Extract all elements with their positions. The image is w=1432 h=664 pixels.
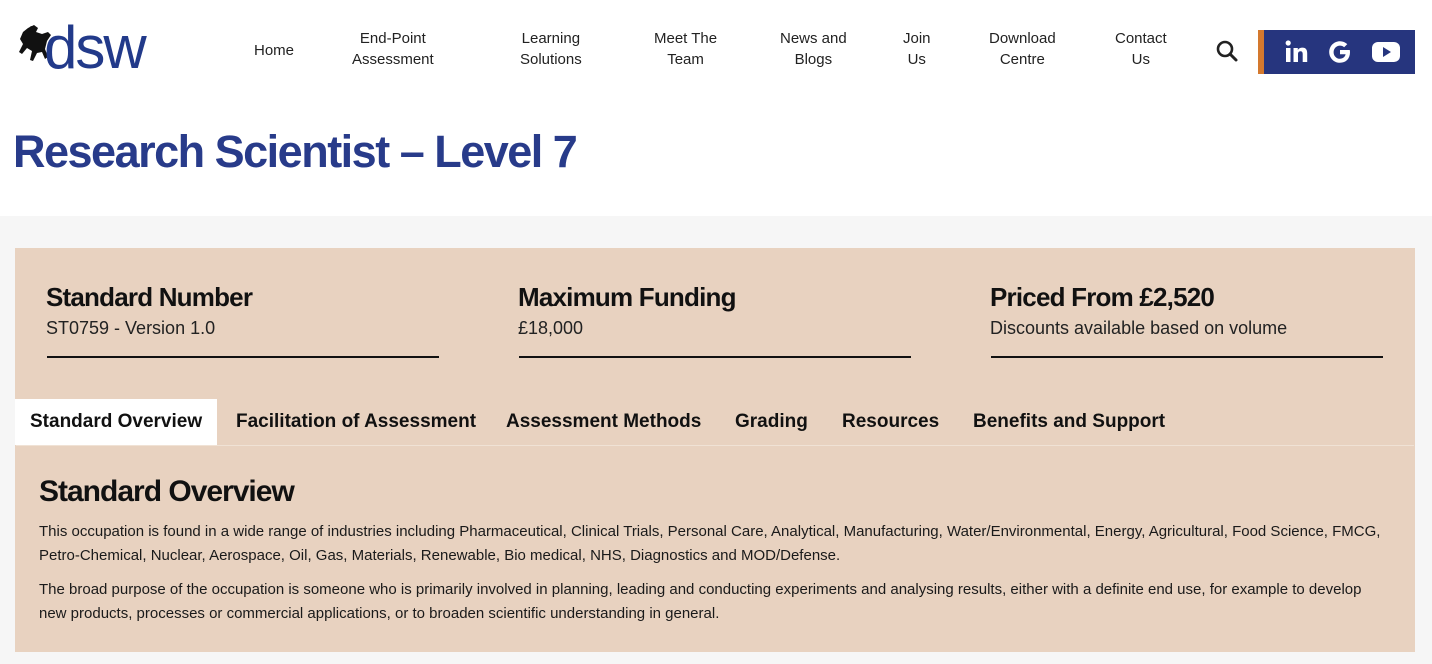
nav-learning-solutions[interactable]: Learning Solutions (520, 30, 582, 68)
tab-standard-overview[interactable]: Standard Overview (15, 399, 218, 445)
youtube-icon[interactable] (1370, 38, 1402, 66)
fact-label: Maximum Funding (518, 282, 736, 312)
fact-label: Priced From £2,520 (990, 282, 1215, 312)
fact-label: Standard Number (46, 282, 253, 312)
site-header: dsw Home End-Point Assessment Learning S… (0, 0, 1432, 100)
tab-resources[interactable]: Resources (842, 411, 940, 432)
fact-priced-from: Priced From £2,520 Discounts available b… (990, 280, 1384, 340)
tab-bar: Standard Overview Facilitation of Assess… (15, 399, 1415, 445)
section-heading: Standard Overview (39, 475, 295, 508)
fact-standard-number: Standard Number ST0759 - Version 1.0 (46, 280, 440, 340)
divider (519, 356, 911, 358)
tab-facilitation-of-assessment[interactable]: Facilitation of Assessment (236, 411, 477, 432)
google-icon[interactable] (1326, 38, 1354, 66)
social-links (1258, 30, 1415, 74)
divider (991, 356, 1383, 358)
linkedin-icon[interactable] (1284, 38, 1310, 66)
nav-home[interactable]: Home (254, 42, 295, 59)
tab-benefits-and-support[interactable]: Benefits and Support (973, 411, 1166, 432)
page-title: Research Scientist – Level 7 (13, 126, 578, 177)
fact-value: £18,000 (518, 318, 584, 338)
tab-assessment-methods[interactable]: Assessment Methods (506, 411, 702, 432)
fact-value: ST0759 - Version 1.0 (46, 318, 216, 338)
fact-value: Discounts available based on volume (990, 318, 1288, 338)
nav-news-and-blogs[interactable]: News and Blogs (780, 30, 847, 68)
nav-meet-the-team[interactable]: Meet The Team (654, 30, 718, 68)
dsw-logo[interactable]: dsw (14, 18, 147, 78)
fact-maximum-funding: Maximum Funding £18,000 (518, 280, 912, 340)
logo-wordmark: dsw (44, 14, 147, 81)
overview-paragraph: This occupation is found in a wide range… (39, 523, 1381, 564)
divider (47, 356, 439, 358)
tab-grading[interactable]: Grading (735, 411, 808, 432)
search-icon[interactable] (1214, 38, 1240, 64)
nav-download-centre[interactable]: Download Centre (989, 30, 1056, 68)
nav-join-us[interactable]: Join Us (903, 30, 931, 68)
nav-contact-us[interactable]: Contact Us (1115, 30, 1167, 68)
nav-end-point-assessment[interactable]: End-Point Assessment (352, 30, 434, 68)
overview-paragraph: The broad purpose of the occupation is s… (39, 581, 1362, 622)
tab-content: Standard Overview This occupation is fou… (16, 445, 1414, 651)
knight-icon (19, 25, 51, 61)
